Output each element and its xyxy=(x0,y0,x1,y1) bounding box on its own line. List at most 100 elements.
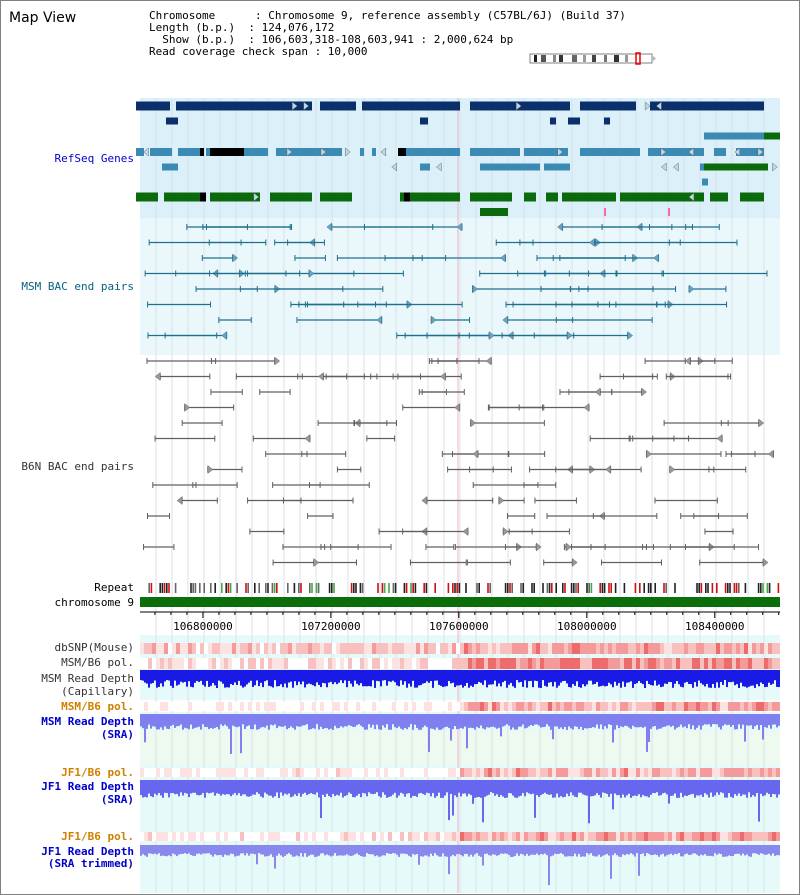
jf1-b6-pol-strip xyxy=(428,768,432,777)
msm-depth-capillary-bar xyxy=(282,670,284,688)
gene-strand-arrow-icon xyxy=(557,147,564,157)
msm-depth-capillary-bar xyxy=(452,670,454,683)
jf1-b6-pol-strip-2 xyxy=(344,832,348,841)
msm-depth-capillary-bar xyxy=(148,670,150,688)
msm-b6-pol-strip-2 xyxy=(284,702,288,711)
msm-b6-pol-strip-2 xyxy=(580,702,584,711)
jf1-depth-sra-bar xyxy=(690,780,692,795)
jf1-depth-trim-bar xyxy=(636,845,638,854)
jf1-b6-pol-strip-2 xyxy=(584,832,588,841)
msm-depth-sra-bar xyxy=(328,714,330,730)
msm-b6-pol-strip xyxy=(268,658,272,669)
jf1-b6-pol-strip xyxy=(392,768,396,777)
jf1-b6-pol-strip xyxy=(576,768,580,777)
jf1-depth-trim-bar xyxy=(740,845,742,856)
jf1-b6-pol-strip xyxy=(660,768,664,777)
msm-b6-pol-strip xyxy=(500,658,504,669)
jf1-b6-pol-strip-2 xyxy=(536,832,540,841)
jf1-depth-trim-bar xyxy=(658,845,660,857)
msm-depth-sra-bar xyxy=(666,714,668,726)
refseq-gene xyxy=(166,117,178,125)
msm-depth-capillary-bar xyxy=(718,670,720,688)
msm-depth-capillary-bar xyxy=(366,670,368,687)
msm-b6-pol-strip xyxy=(520,658,524,669)
b6n-bac-pair-arrow-icon xyxy=(313,558,320,567)
msm-depth-sra-bar xyxy=(506,714,508,725)
jf1-b6-pol-strip xyxy=(188,768,192,777)
msm-depth-capillary-bar xyxy=(644,670,646,688)
msm-depth-capillary-bar xyxy=(160,670,162,684)
repeat-mark xyxy=(698,583,700,593)
msm-b6-pol-strip xyxy=(640,658,644,669)
jf1-depth-trim-bar xyxy=(244,845,246,856)
msm-depth-capillary-bar xyxy=(680,670,682,687)
msm-depth-capillary-bar xyxy=(242,670,244,688)
jf1-depth-trim-bar xyxy=(560,845,562,854)
jf1-depth-sra-bar xyxy=(752,780,754,796)
msm-depth-capillary-bar xyxy=(648,670,650,685)
msm-depth-capillary-bar xyxy=(250,670,252,681)
msm-depth-capillary-bar xyxy=(500,670,502,687)
msm-depth-capillary-bar xyxy=(748,670,750,687)
msm-b6-pol-strip-2 xyxy=(588,702,592,711)
repeat-mark xyxy=(410,583,412,593)
msm-depth-capillary-bar xyxy=(616,670,618,686)
msm-depth-capillary-bar xyxy=(530,670,532,681)
jf1-b6-pol-strip-2 xyxy=(772,832,776,841)
jf1-depth-sra-bar xyxy=(654,780,656,794)
dbsnp-strip xyxy=(648,643,652,654)
jf1-depth-sra-bar xyxy=(296,780,298,796)
jf1-depth-sra-bar xyxy=(646,780,648,797)
jf1-depth-sra-bar xyxy=(362,780,364,793)
b6n-bac-pair-arrow-icon xyxy=(565,542,572,552)
msm-b6-pol-strip xyxy=(264,658,268,669)
jf1-depth-trim-bar xyxy=(340,845,342,856)
ideogram-selection-marker[interactable] xyxy=(635,52,641,65)
jf1-depth-sra-bar xyxy=(440,780,442,798)
jf1-b6-pol-strip xyxy=(252,768,256,777)
jf1-b6-pol-strip-2 xyxy=(540,832,544,841)
dbsnp-strip xyxy=(544,643,548,654)
msm-bac-pair-arrow-icon xyxy=(308,269,315,278)
msm-depth-capillary-bar xyxy=(382,670,384,681)
dbsnp-strip xyxy=(176,643,180,654)
msm-depth-capillary-bar xyxy=(704,670,706,687)
track-label-jf1-depth-trim-1: JF1 Read Depth xyxy=(41,845,134,858)
jf1-depth-sra-bar xyxy=(770,780,772,798)
msm-b6-pol-strip xyxy=(724,658,728,669)
msm-b6-pol-strip xyxy=(560,658,564,669)
msm-b6-pol-strip xyxy=(528,658,532,669)
msm-depth-capillary-bar xyxy=(604,670,606,687)
jf1-b6-pol-strip xyxy=(240,768,244,777)
msm-bac-pair-arrow-icon xyxy=(472,284,478,294)
jf1-depth-sra-bar xyxy=(410,780,412,798)
jf1-depth-sra-bar xyxy=(416,780,418,797)
jf1-b6-pol-strip-2 xyxy=(524,832,528,841)
jf1-depth-sra-bar xyxy=(694,780,696,798)
msm-depth-capillary-bar xyxy=(506,670,508,688)
msm-b6-pol-strip-2 xyxy=(704,702,708,711)
msm-depth-capillary-bar xyxy=(278,670,280,687)
msm-depth-sra-bar xyxy=(412,714,414,730)
msm-b6-pol-strip xyxy=(652,658,656,669)
dbsnp-strip xyxy=(324,643,328,654)
jf1-depth-trim-bar xyxy=(352,845,354,856)
msm-depth-sra-bar xyxy=(610,714,612,725)
refseq-gene xyxy=(210,148,240,156)
jf1-depth-sra-bar xyxy=(202,780,204,794)
msm-depth-capillary-bar xyxy=(582,670,584,685)
msm-depth-sra-bar xyxy=(694,714,696,730)
msm-b6-pol-strip-2 xyxy=(424,702,428,711)
repeat-mark xyxy=(733,583,736,593)
chromosome-ideogram[interactable] xyxy=(528,52,658,66)
jf1-b6-pol-strip-2 xyxy=(476,832,480,841)
jf1-depth-trim-bar xyxy=(438,845,440,857)
msm-depth-sra-bar xyxy=(522,714,524,725)
jf1-depth-trim-bar xyxy=(634,845,636,857)
repeat-mark xyxy=(355,583,357,593)
jf1-b6-pol-strip xyxy=(532,768,536,777)
b6n-bac-pair-arrow-icon xyxy=(605,465,611,474)
msm-b6-pol-strip xyxy=(676,658,680,669)
msm-depth-capillary-bar xyxy=(220,670,222,682)
msm-b6-pol-strip xyxy=(776,658,780,669)
